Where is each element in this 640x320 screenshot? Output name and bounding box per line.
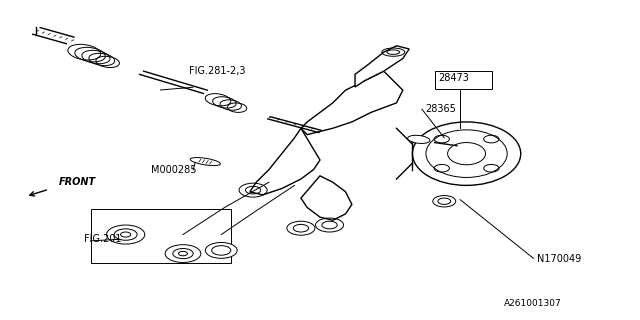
Polygon shape <box>301 71 403 135</box>
Polygon shape <box>355 46 409 87</box>
Ellipse shape <box>412 122 521 185</box>
Text: A261001307: A261001307 <box>504 299 562 308</box>
Ellipse shape <box>433 196 456 207</box>
Polygon shape <box>301 176 352 220</box>
Text: N170049: N170049 <box>537 253 581 263</box>
Ellipse shape <box>106 225 145 244</box>
Ellipse shape <box>190 157 220 166</box>
Bar <box>435 71 492 89</box>
Text: FRONT: FRONT <box>59 177 96 188</box>
Polygon shape <box>250 128 320 195</box>
Text: 28473: 28473 <box>438 73 468 83</box>
Text: 28365: 28365 <box>425 104 456 115</box>
Text: FIG.201: FIG.201 <box>84 235 122 244</box>
Ellipse shape <box>205 243 237 258</box>
Text: M000285: M000285 <box>151 165 196 175</box>
Ellipse shape <box>165 245 201 262</box>
Text: FIG.281-2,3: FIG.281-2,3 <box>189 66 246 76</box>
Ellipse shape <box>408 135 430 143</box>
Bar <box>91 209 231 263</box>
